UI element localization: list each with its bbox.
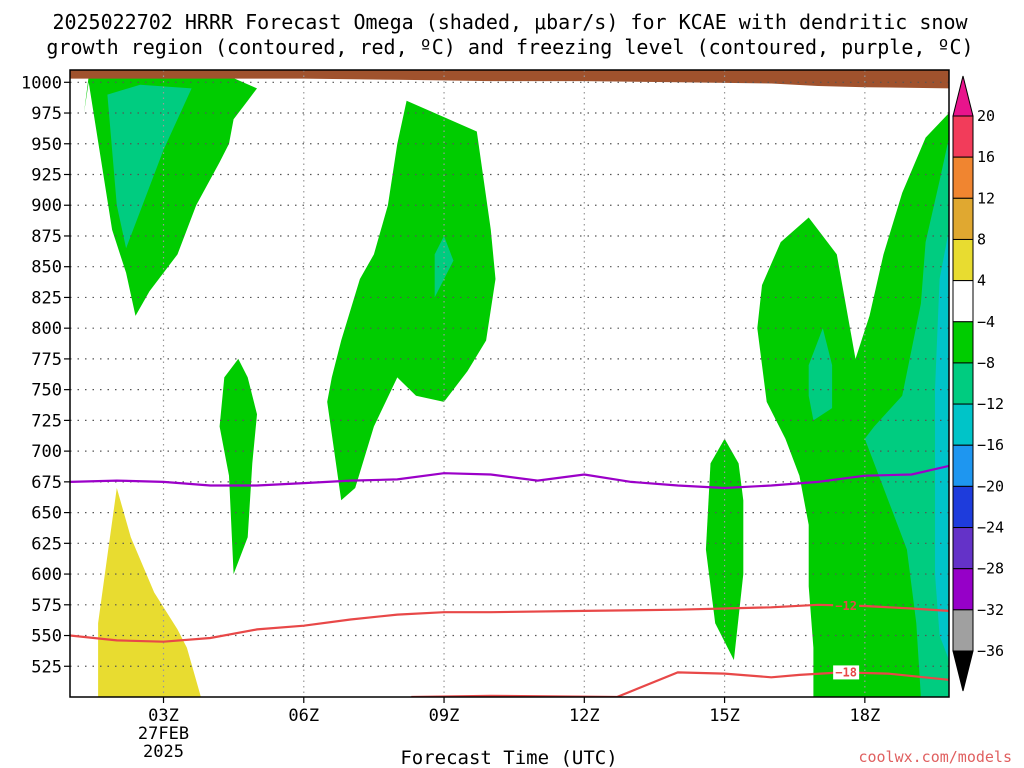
colorbar-swatch-2 xyxy=(952,197,974,240)
omega-region-9 xyxy=(808,328,833,421)
contour-label-1: −12 xyxy=(835,599,857,613)
chart-title-line2: growth region (contoured, red, ºC) and f… xyxy=(46,35,973,59)
colorbar-label-2: 12 xyxy=(977,189,995,207)
colorbar-swatch-0 xyxy=(952,115,974,158)
colorbar-top-arrow xyxy=(952,75,974,117)
colorbar-swatch-1 xyxy=(952,156,974,199)
x-tick-label-1: 06Z xyxy=(288,706,319,726)
y-tick-label-5: 650 xyxy=(31,504,62,524)
omega-region-4 xyxy=(327,100,496,501)
colorbar-label-5: −4 xyxy=(977,313,995,331)
colorbar-label-9: −20 xyxy=(977,477,1004,495)
y-tick-label-6: 675 xyxy=(31,473,62,493)
colorbar-swatch-12 xyxy=(952,609,974,652)
x-tick-label-0: 03Z xyxy=(148,706,179,726)
colorbar-label-6: −8 xyxy=(977,354,995,372)
x-tick-label-5: 18Z xyxy=(849,706,880,726)
terrain-fill xyxy=(70,70,949,89)
colorbar-swatch-3 xyxy=(952,238,974,282)
y-tick-label-10: 775 xyxy=(31,350,62,370)
isotherm-line-1 xyxy=(70,603,949,643)
x-tick-label-4: 15Z xyxy=(709,706,740,726)
y-tick-label-4: 625 xyxy=(31,534,62,554)
omega-region-0 xyxy=(98,488,201,697)
contour-labels: −18 −12 xyxy=(833,599,860,680)
y-tick-label-0: 525 xyxy=(31,657,62,677)
colorbar-swatch-9 xyxy=(952,485,974,529)
omega-region-3 xyxy=(219,358,257,575)
omega-region-10 xyxy=(935,229,949,661)
y-tick-label-8: 725 xyxy=(31,411,62,431)
colorbar: 20 16 12 8 4 −4 −8 −12 −16 −20 −24 −28 −32 −36 xyxy=(952,75,1004,692)
contour-label-0: −18 xyxy=(835,665,857,679)
y-tick-label-19: 1000 xyxy=(21,73,62,93)
colorbar-bottom-arrow xyxy=(952,650,974,692)
x-tick-date-0: 27FEB xyxy=(138,724,189,744)
omega-region-7 xyxy=(757,113,949,697)
y-tick-label-9: 750 xyxy=(31,381,62,401)
y-tick-label-12: 825 xyxy=(31,288,62,308)
colorbar-label-11: −28 xyxy=(977,560,1004,578)
colorbar-label-13: −36 xyxy=(977,642,1004,660)
colorbar-swatch-4 xyxy=(952,280,974,323)
colorbar-label-8: −16 xyxy=(977,436,1004,454)
omega-region-2 xyxy=(107,84,192,249)
colorbar-swatch-6 xyxy=(952,362,974,405)
colorbar-label-1: 16 xyxy=(977,148,995,166)
omega-shading xyxy=(84,72,949,697)
terrain-shape xyxy=(70,70,949,89)
omega-region-8 xyxy=(864,137,949,697)
x-tick-label-2: 09Z xyxy=(429,706,460,726)
y-tick-label-18: 975 xyxy=(31,104,62,124)
colorbar-swatch-8 xyxy=(952,444,974,487)
y-tick-label-15: 900 xyxy=(31,196,62,216)
x-tick-label-3: 12Z xyxy=(569,706,600,726)
colorbar-label-12: −32 xyxy=(977,601,1004,619)
colorbar-label-3: 8 xyxy=(977,230,986,248)
chart-title-line1: 2025022702 HRRR Forecast Omega (shaded, … xyxy=(52,10,968,34)
y-tick-label-17: 950 xyxy=(31,135,62,155)
colorbar-swatch-10 xyxy=(952,527,974,570)
colorbar-label-4: 4 xyxy=(977,272,986,290)
y-tick-label-11: 800 xyxy=(31,319,62,339)
freezing_level-line-2 xyxy=(70,464,949,490)
colorbar-swatch-7 xyxy=(952,403,974,446)
contour-label-bg-1 xyxy=(833,599,860,614)
x-tick-year-0: 2025 xyxy=(143,742,184,762)
credit-text: coolwx.com/models xyxy=(858,748,1012,766)
y-tick-label-16: 925 xyxy=(31,166,62,186)
y-tick-label-7: 700 xyxy=(31,442,62,462)
colorbar-swatch-5 xyxy=(952,321,974,364)
colorbar-label-10: −24 xyxy=(977,519,1004,537)
omega-region-5 xyxy=(434,236,454,298)
x-axis-label: Forecast Time (UTC) xyxy=(400,747,617,768)
y-tick-label-14: 875 xyxy=(31,227,62,247)
y-tick-label-2: 575 xyxy=(31,596,62,616)
y-tick-label-1: 550 xyxy=(31,627,62,647)
colorbar-label-0: 20 xyxy=(977,107,995,125)
plot-grid xyxy=(70,70,949,697)
contour-label-bg-0 xyxy=(833,665,860,680)
y-tick-label-3: 600 xyxy=(31,565,62,585)
plot-frame xyxy=(69,69,950,698)
colorbar-label-7: −12 xyxy=(977,395,1004,413)
y-tick-label-13: 850 xyxy=(31,258,62,278)
y-axis-ticks: 525 550 575 600 625 650 675 700 725 750 775 800 825 8… xyxy=(21,73,70,677)
colorbar-swatch-11 xyxy=(952,568,974,611)
